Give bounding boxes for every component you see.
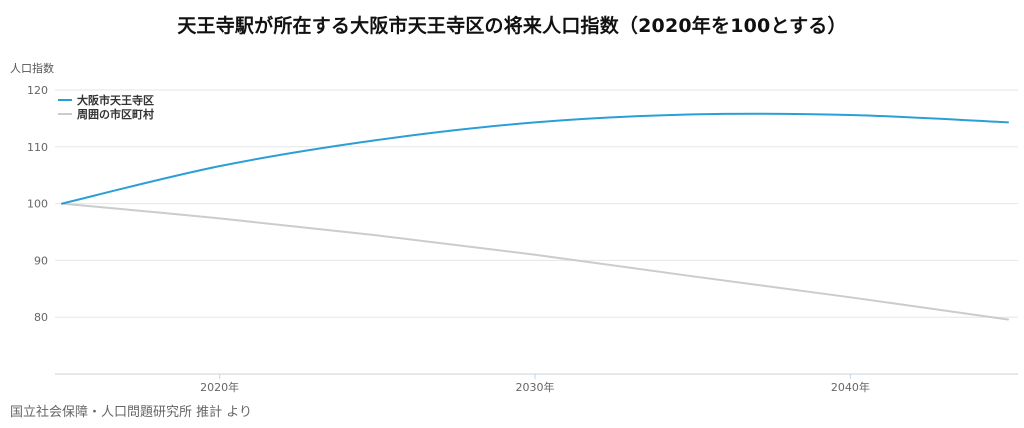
series-lines — [61, 112, 1009, 321]
x-tick-label: 2040年 — [831, 380, 870, 394]
axes: 80 90 100 110 120 2020年 2030年 2040年 — [27, 84, 1018, 394]
y-tick-label: 100 — [27, 198, 48, 211]
y-tick-label: 90 — [34, 254, 48, 267]
y-tick-label: 120 — [27, 84, 48, 97]
y-axis-label: 人口指数 — [10, 62, 54, 75]
legend-label: 周囲の市区町村 — [77, 107, 154, 121]
y-tick-label: 80 — [34, 311, 48, 324]
gridlines — [55, 89, 1018, 318]
source-note: 国立社会保障・人口問題研究所 推計 より — [10, 405, 253, 420]
x-tick-label: 2020年 — [200, 380, 239, 394]
legend-label: 大阪市天王寺区 — [77, 93, 154, 107]
y-tick-label: 110 — [27, 141, 48, 154]
x-tick-label: 2030年 — [516, 380, 555, 394]
series-line-surrounding — [61, 202, 1009, 321]
series-line-tennoji — [61, 112, 1009, 205]
chart-title: 天王寺駅が所在する大阪市天王寺区の将来人口指数（2020年を100とする） — [177, 15, 847, 37]
